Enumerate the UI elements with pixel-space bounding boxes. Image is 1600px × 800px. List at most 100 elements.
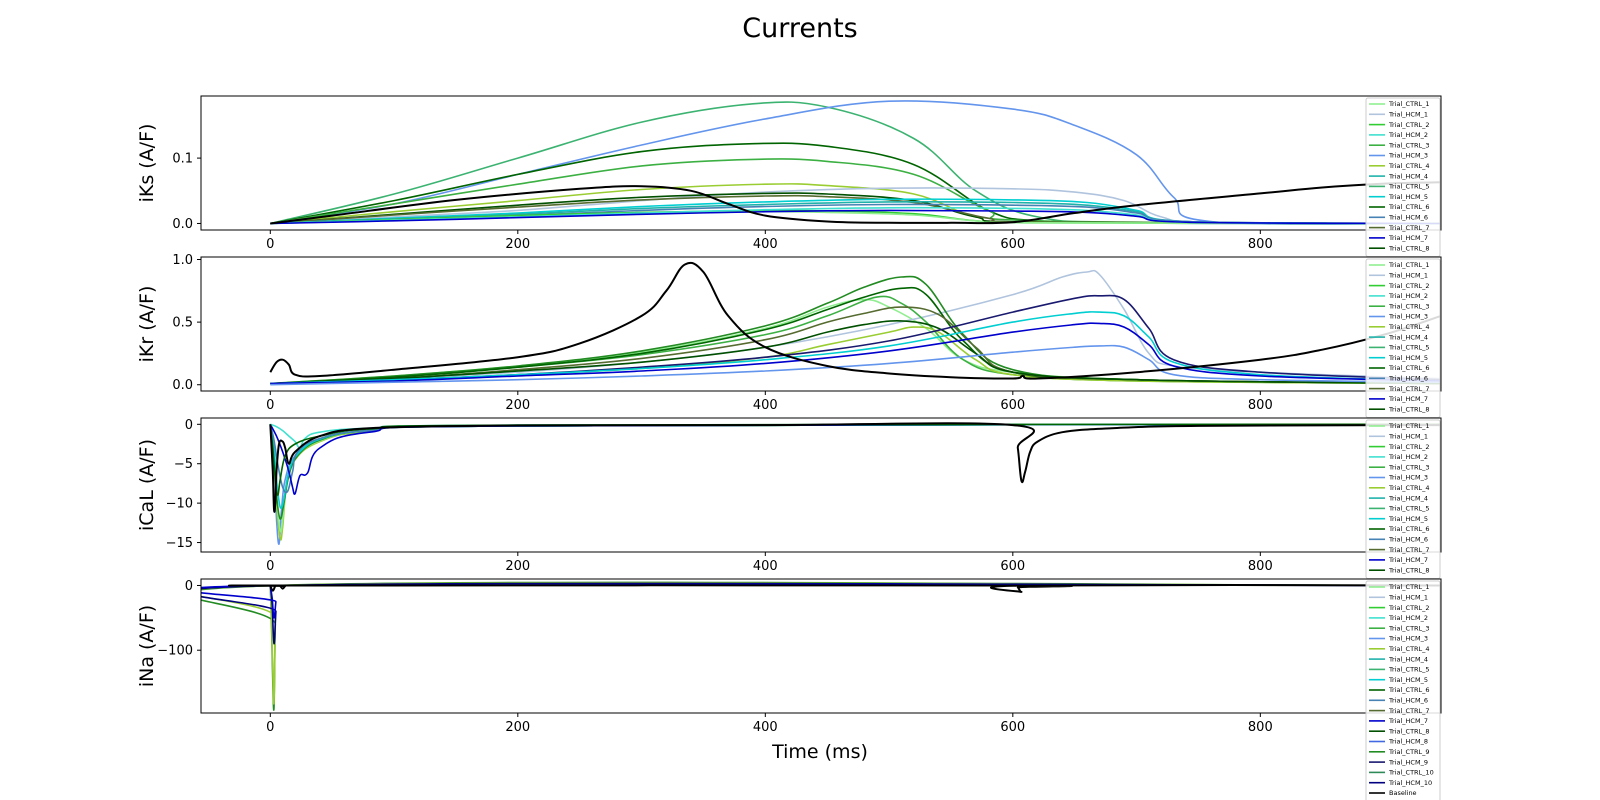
series-lines bbox=[269, 422, 1441, 545]
series-line-trial-ctrl-4 bbox=[269, 423, 1441, 541]
x-tick-label: 200 bbox=[505, 237, 530, 252]
x-tick-label: 400 bbox=[753, 720, 778, 735]
legend-entry: Trial_CTRL_3 bbox=[1388, 141, 1430, 149]
series-line-trial-hcm-6 bbox=[269, 423, 1441, 494]
legend: Trial_CTRL_1 Trial_HCM_1 Trial_CTRL_2 Trial… bbox=[1365, 419, 1441, 579]
legend-entry: Trial_CTRL_8 bbox=[1388, 244, 1430, 252]
y-tick-label: −15 bbox=[166, 536, 193, 551]
series-line-trial-ctrl-6 bbox=[269, 423, 1441, 496]
series-line-baseline bbox=[269, 422, 1441, 513]
legend-entry: Trial_CTRL_7 bbox=[1388, 546, 1430, 554]
legend-entry: Trial_HCM_2 bbox=[1388, 292, 1428, 300]
x-tick-label: 600 bbox=[1000, 237, 1025, 252]
legend-entry: Trial_HCM_6 bbox=[1388, 697, 1428, 705]
axes-frame bbox=[200, 578, 1442, 714]
x-tick-label: 400 bbox=[753, 398, 778, 413]
x-tick-label: 200 bbox=[505, 398, 530, 413]
legend-entry: Trial_CTRL_4 bbox=[1388, 162, 1430, 170]
legend-entry: Trial_CTRL_3 bbox=[1388, 302, 1430, 310]
legend-entry: Trial_HCM_1 bbox=[1388, 272, 1428, 280]
x-tick-label: 800 bbox=[1248, 398, 1273, 413]
y-tick-label: −100 bbox=[157, 644, 193, 659]
legend-entry: Trial_HCM_1 bbox=[1388, 433, 1428, 441]
x-tick-label: 600 bbox=[1000, 398, 1025, 413]
legend-entry: Trial_CTRL_2 bbox=[1388, 443, 1430, 451]
legend-entry: Trial_HCM_1 bbox=[1388, 594, 1428, 602]
series-line-trial-hcm-7 bbox=[270, 209, 1441, 225]
legend-entry: Trial_HCM_4 bbox=[1388, 655, 1428, 663]
x-tick-label: 800 bbox=[1248, 720, 1273, 735]
y-axis-label: iKs (A/F) bbox=[136, 124, 158, 203]
legend-entry: Trial_CTRL_6 bbox=[1388, 686, 1430, 694]
series-line-trial-hcm-3 bbox=[270, 100, 1441, 225]
figure-title: Currents bbox=[742, 13, 857, 44]
y-tick-label: 0.5 bbox=[172, 316, 193, 331]
legend-entry: Trial_CTRL_6 bbox=[1388, 203, 1430, 211]
series-line-trial-ctrl-9 bbox=[270, 275, 1441, 385]
x-axis-label: Time (ms) bbox=[771, 741, 868, 763]
series-line-trial-hcm-7 bbox=[270, 322, 1441, 385]
series-line-trial-hcm-7 bbox=[269, 423, 1441, 495]
series-line-trial-hcm-10 bbox=[201, 582, 1441, 645]
legend-entry: Trial_HCM_6 bbox=[1388, 214, 1428, 222]
legend-entry: Trial_CTRL_8 bbox=[1388, 405, 1430, 413]
legend-entry: Trial_CTRL_8 bbox=[1388, 566, 1430, 574]
y-tick-label: 0.0 bbox=[172, 378, 193, 393]
legend-entry: Trial_CTRL_4 bbox=[1388, 484, 1430, 492]
x-tick-label: 600 bbox=[1000, 559, 1025, 574]
y-tick-label: −5 bbox=[174, 457, 193, 472]
legend-entry: Trial_HCM_4 bbox=[1388, 172, 1428, 180]
legend: Trial_CTRL_1 Trial_HCM_1 Trial_CTRL_2 Trial… bbox=[1365, 258, 1441, 418]
legend-entry: Trial_HCM_5 bbox=[1388, 515, 1428, 523]
legend-entry: Trial_CTRL_7 bbox=[1388, 224, 1430, 232]
x-tick-label: 600 bbox=[1000, 720, 1025, 735]
series-lines bbox=[269, 261, 1441, 386]
series-line-trial-ctrl-1 bbox=[269, 423, 1441, 533]
legend-entry: Trial_CTRL_10 bbox=[1388, 769, 1434, 777]
legend-entry: Trial_CTRL_3 bbox=[1388, 463, 1430, 471]
subplot-2: 0 200 400 600 800 0.0 0.5 1.0 iKr (A/F) Trial_CTR… bbox=[136, 253, 1442, 418]
x-tick-label: 200 bbox=[505, 559, 530, 574]
legend-entry: Trial_CTRL_3 bbox=[1388, 624, 1430, 632]
x-tick-label: 800 bbox=[1248, 559, 1273, 574]
legend-entry: Trial_CTRL_6 bbox=[1388, 364, 1430, 372]
legend-entry: Trial_HCM_3 bbox=[1388, 635, 1428, 643]
series-lines bbox=[270, 100, 1441, 225]
y-tick-label: 0 bbox=[185, 418, 193, 433]
series-line-trial-hcm-7 bbox=[201, 583, 1441, 619]
x-tick-label: 400 bbox=[753, 559, 778, 574]
legend-entry: Trial_HCM_2 bbox=[1388, 131, 1428, 139]
series-lines bbox=[201, 581, 1441, 711]
axes-frame bbox=[200, 417, 1442, 553]
legend-entry: Trial_HCM_7 bbox=[1388, 717, 1428, 725]
legend-entry: Trial_HCM_3 bbox=[1388, 474, 1428, 482]
legend-entry: Trial_CTRL_1 bbox=[1388, 100, 1430, 108]
y-axis-label: iNa (A/F) bbox=[136, 605, 158, 687]
series-line-trial-ctrl-8 bbox=[270, 319, 1441, 385]
series-line-trial-hcm-3 bbox=[270, 344, 1441, 386]
y-axis-label: iCaL (A/F) bbox=[136, 439, 158, 531]
legend-entry: Trial_HCM_7 bbox=[1388, 556, 1428, 564]
series-line-trial-ctrl-6 bbox=[270, 286, 1441, 385]
legend-entry: Trial_CTRL_2 bbox=[1388, 604, 1430, 612]
x-tick-label: 0 bbox=[266, 559, 274, 574]
series-line-trial-ctrl-4 bbox=[201, 582, 1441, 705]
y-tick-label: 0 bbox=[185, 579, 193, 594]
legend-entry: Trial_HCM_8 bbox=[1388, 738, 1428, 746]
series-line-trial-hcm-5 bbox=[269, 423, 1441, 510]
legend-entry: Trial_HCM_7 bbox=[1388, 395, 1428, 403]
series-line-baseline bbox=[269, 261, 1441, 380]
legend-entry: Trial_HCM_6 bbox=[1388, 536, 1428, 544]
legend-entry: Trial_HCM_3 bbox=[1388, 152, 1428, 160]
subplot-3: 0 200 400 600 800 0 −5 −10 −15 iCaL (A/F) Trial_CT… bbox=[136, 417, 1442, 579]
legend-entry: Baseline bbox=[1389, 789, 1417, 797]
series-line-baseline bbox=[270, 181, 1441, 225]
legend-entry: Trial_HCM_5 bbox=[1388, 193, 1428, 201]
legend-entry: Trial_CTRL_1 bbox=[1388, 261, 1430, 269]
y-tick-label: 0.0 bbox=[172, 217, 193, 232]
legend-entry: Trial_HCM_2 bbox=[1388, 614, 1428, 622]
legend-entry: Trial_HCM_5 bbox=[1388, 676, 1428, 684]
x-tick-label: 400 bbox=[753, 237, 778, 252]
legend-entry: Trial_CTRL_7 bbox=[1388, 707, 1430, 715]
